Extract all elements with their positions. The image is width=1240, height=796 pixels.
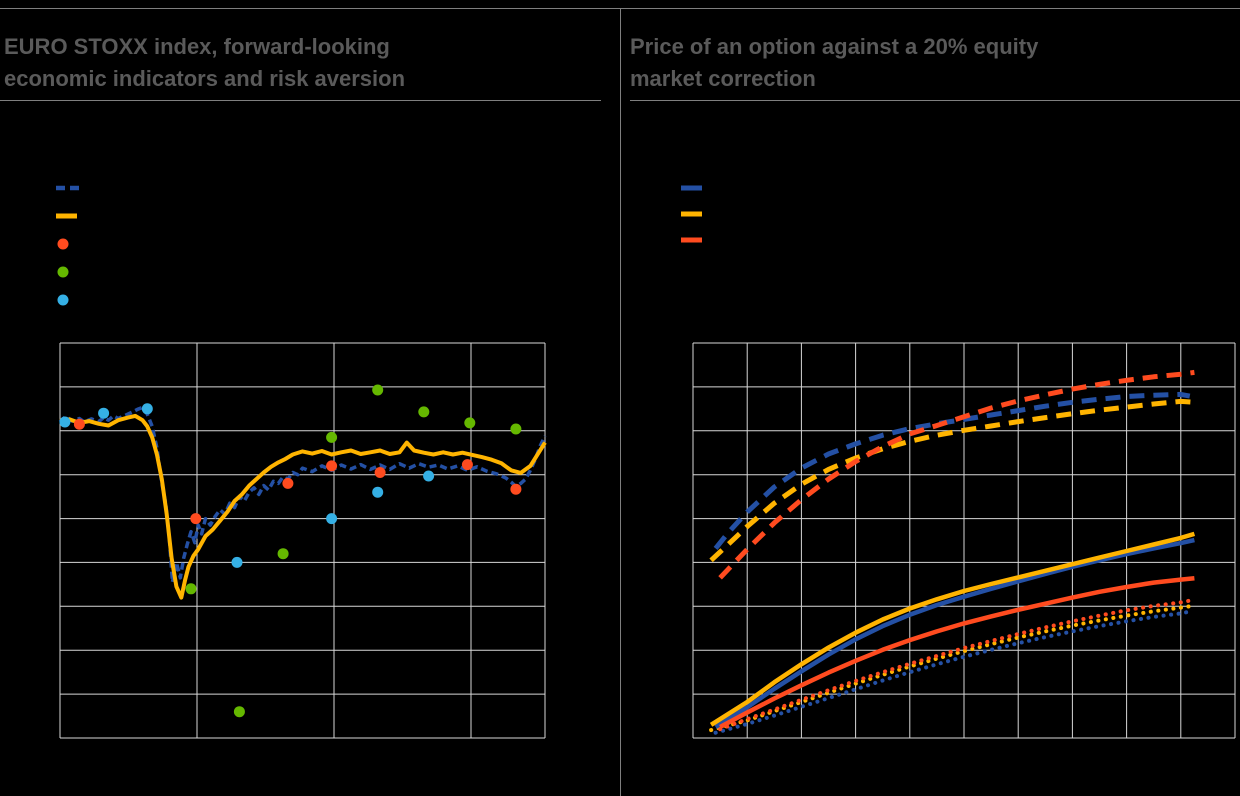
green-dots-point bbox=[233, 706, 245, 718]
right-chart-plot bbox=[692, 342, 1236, 739]
lightblue-dots-point bbox=[141, 403, 153, 415]
dot-marker-icon bbox=[57, 238, 69, 250]
right-chart-title: Price of an option against a 20% equity … bbox=[630, 31, 1038, 95]
yellow-dotted-line bbox=[709, 604, 1192, 733]
orange-dots-point bbox=[461, 459, 473, 471]
orange-dots-point bbox=[282, 477, 294, 489]
yellow-solid-line bbox=[59, 413, 547, 600]
orange-dots-point bbox=[510, 483, 522, 495]
title-line: Price of an option against a 20% equity bbox=[630, 33, 1039, 59]
lightblue-dots-point bbox=[231, 556, 243, 568]
title-line: EURO STOXX index, forward-looking bbox=[4, 33, 390, 59]
orange-solid-line bbox=[719, 575, 1195, 729]
orange-dotted-line bbox=[718, 598, 1192, 732]
blue-dotted-line bbox=[713, 609, 1192, 735]
blue-dashed-line bbox=[713, 391, 1191, 550]
left-title-rule bbox=[0, 100, 601, 101]
blue-dashed-line bbox=[58, 405, 547, 584]
legend-item-blue-series bbox=[680, 175, 706, 201]
green-dots-point bbox=[372, 384, 384, 396]
yellow-dashed-line bbox=[709, 398, 1195, 563]
legend-item-blue-dashed-line bbox=[55, 174, 81, 202]
orange-dots-point bbox=[73, 418, 85, 430]
dot-marker-icon bbox=[57, 266, 69, 278]
orange-dashed-line bbox=[718, 369, 1195, 580]
right-title-rule bbox=[630, 100, 1240, 101]
green-dots-point bbox=[418, 406, 430, 418]
dash-marker-icon bbox=[681, 211, 702, 217]
dash-marker-icon bbox=[56, 213, 77, 219]
orange-dots-point bbox=[326, 460, 338, 472]
orange-dots-point bbox=[190, 513, 202, 525]
legend-item-orange-series bbox=[680, 227, 706, 253]
lightblue-dots-point bbox=[59, 416, 71, 428]
left-chart-legend bbox=[55, 174, 81, 314]
blue-solid-line bbox=[714, 537, 1195, 729]
dash-marker-icon bbox=[681, 185, 702, 191]
legend-item-yellow-series bbox=[680, 201, 706, 227]
subtitle-line: x-axis: maturity in months) bbox=[0, 52, 187, 69]
green-dots-point bbox=[277, 548, 289, 560]
left-chart-plot bbox=[58, 342, 547, 739]
orange-dots-point bbox=[374, 467, 386, 478]
lightblue-dots-point bbox=[326, 513, 338, 525]
lightblue-dots-point bbox=[423, 470, 435, 482]
right-chart-legend bbox=[680, 175, 706, 253]
dash-marker-icon bbox=[681, 237, 702, 243]
subtitle-line: (21 Feb., 18 Mar., 17 Nov., 2020, y-axis… bbox=[0, 34, 461, 51]
panel-divider bbox=[620, 8, 621, 796]
legend-item-orange-dots bbox=[55, 230, 81, 258]
title-line: market correction bbox=[630, 65, 816, 91]
lightblue-dots-point bbox=[372, 486, 384, 498]
green-dots-point bbox=[510, 423, 522, 435]
lightblue-dots-point bbox=[98, 407, 110, 419]
green-dots-point bbox=[326, 431, 338, 443]
left-chart-title: EURO STOXX index, forward-looking econom… bbox=[4, 31, 405, 95]
yellow-solid-line bbox=[709, 531, 1196, 727]
title-line: economic indicators and risk aversion bbox=[4, 65, 406, 91]
green-dots-point bbox=[185, 583, 197, 595]
legend-item-yellow-solid-line bbox=[55, 202, 81, 230]
legend-item-green-dots bbox=[55, 258, 81, 286]
legend-item-lightblue-dots bbox=[55, 286, 81, 314]
green-dots-point bbox=[464, 417, 476, 429]
dashes-marker-icon bbox=[56, 185, 80, 191]
dot-marker-icon bbox=[57, 294, 69, 306]
